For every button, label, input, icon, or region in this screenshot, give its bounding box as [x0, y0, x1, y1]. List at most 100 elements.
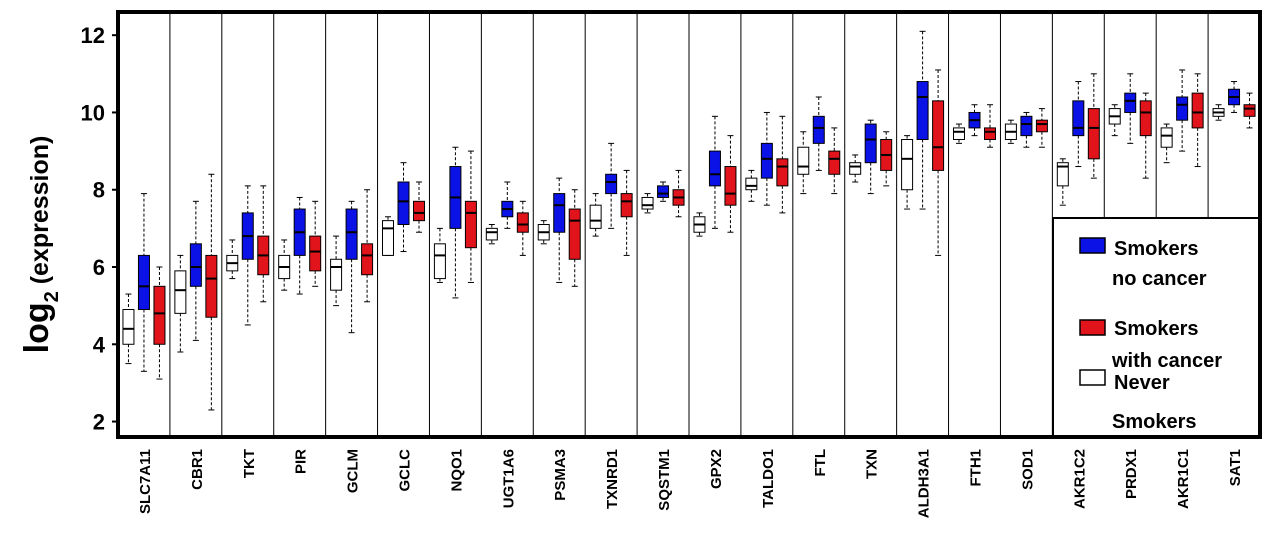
box-body [189, 243, 202, 287]
box-smokers [1072, 81, 1085, 168]
box-body [485, 227, 498, 241]
box-body [464, 200, 477, 249]
y-tick-label: 4 [93, 332, 106, 357]
box-cancer [257, 185, 270, 303]
box-body [122, 309, 135, 345]
box-smokers [137, 193, 150, 372]
y-tick-label: 2 [93, 410, 105, 435]
box-smokers [968, 104, 981, 137]
x-tick-label: AKR1C1 [1175, 449, 1192, 509]
box-cancer [620, 169, 633, 256]
box-body [361, 243, 374, 276]
x-tick-label: TALDO1 [760, 449, 777, 508]
box-body [953, 127, 965, 140]
x-tick-label: SOD1 [1019, 449, 1036, 490]
box-body [516, 212, 529, 233]
x-tick-label: FTH1 [968, 449, 985, 487]
box-never [485, 224, 498, 245]
y-axis-label-main: log [18, 302, 56, 353]
legend-item-cancer: Smokers with cancer [1079, 318, 1222, 372]
legend-label: no cancer [1112, 268, 1207, 290]
x-tick-label: TXN [864, 449, 881, 479]
gene-group-txnrd1 [589, 142, 633, 256]
box-body [828, 150, 841, 175]
box-smokers [293, 196, 306, 295]
box-body [620, 193, 633, 218]
plot-frame [116, 10, 1262, 439]
x-tick-label: GPX2 [708, 449, 725, 489]
gene-group-fth1 [953, 104, 996, 148]
x-tick-label: PRDX1 [1123, 449, 1140, 499]
gene-group-akr1c2 [1056, 73, 1100, 206]
legend-label: Smokers [1114, 318, 1199, 340]
box-body [309, 235, 322, 272]
box-body [605, 173, 618, 195]
x-tick-label: PIR [293, 449, 310, 474]
legend-swatch [1079, 369, 1106, 386]
y-axis-label-rest: (expression) [26, 136, 54, 292]
x-tick-label: NQO1 [448, 449, 465, 492]
x-tick-label: UGT1A6 [500, 449, 517, 508]
box-never [122, 293, 135, 365]
legend-item-never: Never Smokers [1079, 369, 1197, 433]
box-smokers [708, 115, 721, 229]
box-body [382, 220, 394, 256]
box-never [1056, 158, 1069, 206]
box-cancer [672, 169, 685, 218]
box-never [226, 239, 239, 280]
x-tick-label: GCLC [397, 449, 414, 492]
legend-label: with cancer [1111, 350, 1222, 372]
gene-group-ugt1a6 [485, 181, 529, 256]
box-smokers [1228, 81, 1241, 113]
gene-group-txn [849, 119, 893, 195]
box-smokers [397, 162, 410, 253]
box-smokers [553, 177, 566, 283]
box-never [330, 235, 343, 307]
box-cancer [153, 266, 166, 380]
box-body [641, 196, 654, 210]
box-cancer [568, 189, 581, 287]
gene-group-gclm [330, 189, 374, 334]
x-tick-label: PSMA3 [552, 449, 569, 501]
x-tick-label: SLC7A11 [137, 449, 154, 514]
box-body [1176, 96, 1189, 121]
box-body [864, 123, 877, 164]
box-never [641, 193, 654, 214]
x-tick-label: SAT1 [1227, 449, 1244, 486]
y-tick-label: 12 [81, 23, 105, 48]
box-never [901, 135, 914, 210]
box-cancer [464, 150, 477, 283]
legend-label: Never [1114, 372, 1170, 394]
box-body [1087, 108, 1100, 160]
box-body [153, 285, 166, 345]
box-never [1160, 123, 1173, 164]
gene-group-slc7a11 [122, 193, 166, 380]
y-tick-label: 10 [81, 100, 105, 125]
box-body [589, 204, 602, 229]
box-never [693, 212, 706, 237]
box-cancer [984, 104, 996, 148]
y-tick-label: 8 [93, 178, 105, 203]
legend-item-smokers: Smokers no cancer [1079, 237, 1207, 290]
box-smokers [189, 200, 202, 341]
box-never [1004, 119, 1017, 144]
gene-group-pir [278, 196, 322, 295]
box-never [382, 216, 394, 256]
gene-group-sod1 [1004, 108, 1048, 148]
box-body [984, 127, 996, 140]
box-body [433, 243, 446, 280]
x-tick-label: TXNRD1 [604, 449, 621, 509]
box-body [1160, 127, 1173, 148]
box-never [1108, 104, 1121, 137]
box-cancer [724, 135, 737, 233]
box-smokers [1124, 73, 1137, 144]
box-smokers [241, 185, 254, 326]
box-body [413, 200, 425, 222]
box-body [916, 81, 929, 140]
box-never [797, 131, 810, 195]
gene-group-sqstm1 [641, 169, 685, 218]
gene-group-psma3 [537, 177, 581, 287]
box-cancer [413, 181, 425, 233]
